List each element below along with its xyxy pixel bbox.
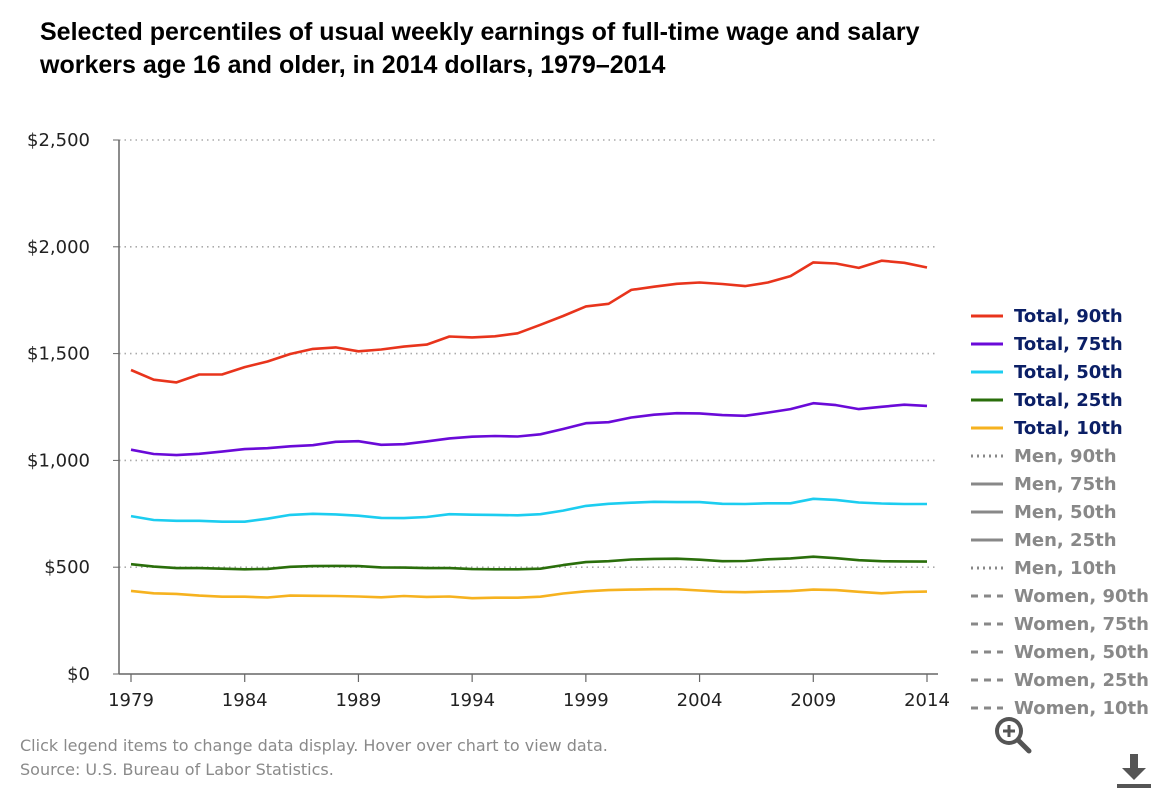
legend-item[interactable]: Women, 25th <box>970 666 1160 694</box>
legend-swatch <box>970 505 1004 519</box>
legend-swatch <box>970 309 1004 323</box>
legend-item[interactable]: Women, 10th <box>970 694 1160 722</box>
legend-label: Total, 90th <box>1014 305 1123 327</box>
legend-swatch <box>970 365 1004 379</box>
legend-swatch <box>970 673 1004 687</box>
legend-label: Men, 10th <box>1014 557 1117 579</box>
series-line[interactable] <box>130 587 928 600</box>
legend-swatch <box>970 421 1004 435</box>
footer-instructions: Click legend items to change data displa… <box>20 736 608 755</box>
x-tick-label: 1994 <box>449 690 495 711</box>
legend-label: Women, 90th <box>1014 585 1149 607</box>
x-tick-label: 1999 <box>563 690 609 711</box>
x-tick-label: 2014 <box>904 690 950 711</box>
legend-label: Men, 50th <box>1014 501 1117 523</box>
x-tick-label: 1979 <box>108 690 154 711</box>
legend-label: Total, 50th <box>1014 361 1123 383</box>
legend-item[interactable]: Total, 75th <box>970 330 1160 358</box>
legend-label: Women, 50th <box>1014 641 1149 663</box>
y-tick-label: $500 <box>44 557 90 578</box>
legend-item[interactable]: Men, 90th <box>970 442 1160 470</box>
legend-item[interactable]: Men, 75th <box>970 470 1160 498</box>
chart-title-line-2: workers age 16 and older, in 2014 dollar… <box>40 51 666 79</box>
download-icon[interactable] <box>1114 750 1154 790</box>
y-tick-label: $1,000 <box>27 450 90 471</box>
x-tick-label: 2009 <box>790 690 836 711</box>
legend-label: Men, 75th <box>1014 473 1117 495</box>
x-axis-ticks: 1979 1984 1989 1994 1999 2004 2009 2014 <box>108 674 950 711</box>
legend-label: Women, 25th <box>1014 669 1149 691</box>
legend-swatch <box>970 561 1004 575</box>
zoom-icon[interactable] <box>992 714 1032 754</box>
legend-item[interactable]: Women, 50th <box>970 638 1160 666</box>
legend-swatch <box>970 449 1004 463</box>
series-line[interactable] <box>130 401 928 457</box>
y-tick-label: $2,500 <box>27 130 90 151</box>
y-tick-label: $2,000 <box>27 237 90 258</box>
series-lines[interactable] <box>130 259 928 600</box>
series-line[interactable] <box>130 259 928 384</box>
legend-label: Total, 10th <box>1014 417 1123 439</box>
chart-title: Selected percentiles of usual weekly ear… <box>40 16 1100 82</box>
legend-item[interactable]: Men, 25th <box>970 526 1160 554</box>
footer-source: Source: U.S. Bureau of Labor Statistics. <box>20 760 334 779</box>
series-line[interactable] <box>130 497 927 523</box>
legend-item[interactable]: Women, 75th <box>970 610 1160 638</box>
chart-title-line-1: Selected percentiles of usual weekly ear… <box>40 18 920 46</box>
legend-swatch <box>970 477 1004 491</box>
legend-label: Women, 10th <box>1014 697 1149 719</box>
legend-swatch <box>970 533 1004 547</box>
x-tick-label: 1984 <box>222 690 268 711</box>
y-tick-label: $1,500 <box>27 344 90 365</box>
legend-item[interactable]: Men, 50th <box>970 498 1160 526</box>
legend-swatch <box>970 701 1004 715</box>
legend-swatch <box>970 645 1004 659</box>
series-line[interactable] <box>130 555 928 571</box>
legend-item[interactable]: Total, 50th <box>970 358 1160 386</box>
legend-label: Total, 75th <box>1014 333 1123 355</box>
legend-swatch <box>970 617 1004 631</box>
y-axis-ticks: $0 $500 $1,000 $1,500 $2,000 $2,500 <box>27 130 119 685</box>
legend-label: Women, 75th <box>1014 613 1149 635</box>
legend: Total, 90th Total, 75th Total, 50th Total, … <box>970 302 1160 722</box>
legend-label: Men, 90th <box>1014 445 1117 467</box>
legend-label: Total, 25th <box>1014 389 1123 411</box>
legend-label: Men, 25th <box>1014 529 1117 551</box>
gridlines <box>119 139 938 569</box>
axes <box>118 140 938 675</box>
x-tick-label: 1989 <box>336 690 382 711</box>
chart-footer: Click legend items to change data displa… <box>20 734 608 782</box>
legend-swatch <box>970 589 1004 603</box>
y-tick-label: $0 <box>67 664 90 685</box>
legend-item[interactable]: Men, 10th <box>970 554 1160 582</box>
legend-item[interactable]: Total, 25th <box>970 386 1160 414</box>
legend-item[interactable]: Total, 90th <box>970 302 1160 330</box>
x-tick-label: 2004 <box>677 690 723 711</box>
legend-item[interactable]: Total, 10th <box>970 414 1160 442</box>
legend-swatch <box>970 337 1004 351</box>
legend-item[interactable]: Women, 90th <box>970 582 1160 610</box>
legend-swatch <box>970 393 1004 407</box>
